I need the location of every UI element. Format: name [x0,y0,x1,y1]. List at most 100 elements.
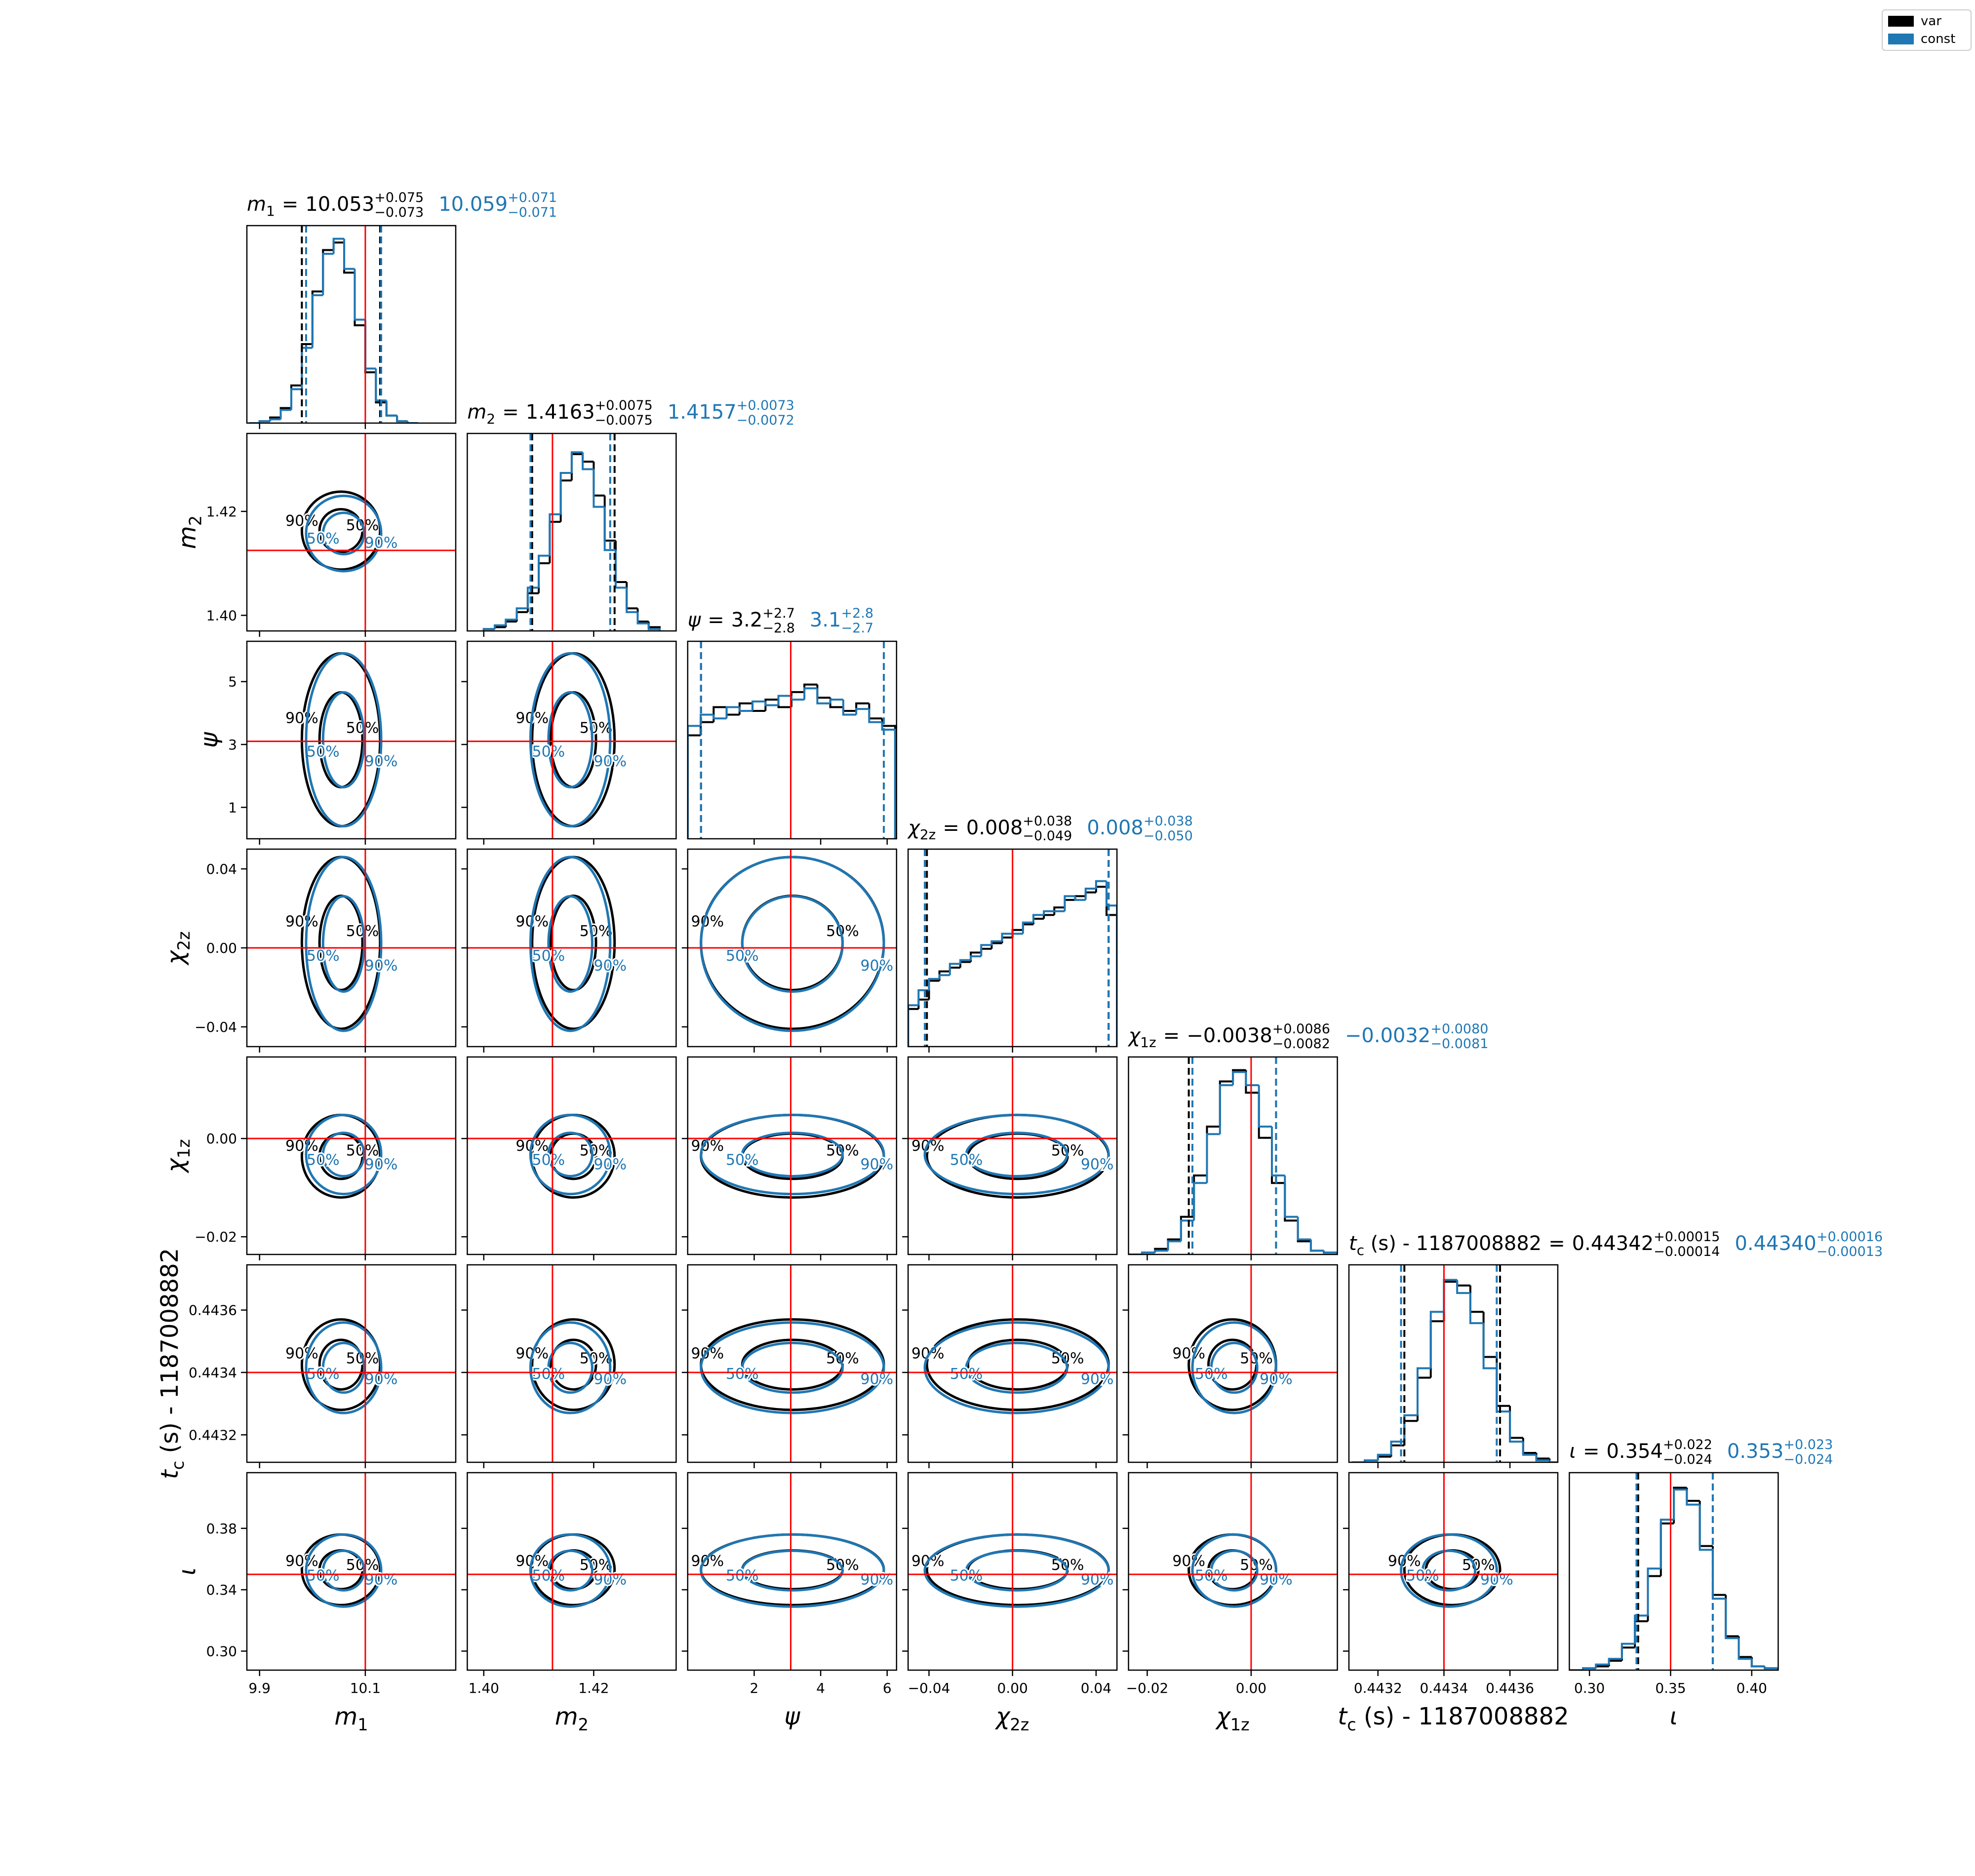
label-symbol: ψ [784,1703,800,1730]
contour [547,1132,593,1177]
histogram-step [1608,1658,1622,1665]
histogram-step [1634,1614,1648,1644]
y-tick-label: 0.30 [206,1643,237,1659]
contour-label: 50% [950,1151,983,1169]
label-subscript: 1 [357,1715,368,1734]
contour [321,1341,366,1394]
contour-panel: 50%90%50%90% [687,1265,897,1462]
contour-label: 90% [860,957,893,975]
contour-label: 50% [307,743,340,760]
y-tick-label: 0.34 [206,1582,237,1598]
contour-label: 90% [691,1553,724,1570]
histogram-step [538,554,550,588]
histogram-step [592,469,605,508]
contour-label: 50% [1240,1350,1273,1368]
label-subscript: 1z [1140,1034,1156,1051]
label-symbol: t [156,1469,184,1479]
contour-label: 90% [593,957,627,975]
title-median: 0.353 [1727,1440,1784,1463]
histogram-step [687,734,701,839]
contour [531,1318,616,1411]
title-equals: = [943,817,959,839]
histogram-step [1377,1453,1391,1461]
contour-label: 50% [532,743,565,760]
title-equals: = [282,193,299,216]
panel-frame [687,640,898,840]
label-text: (s) - 1187008882 [156,1248,184,1461]
histogram-step [354,269,365,321]
contour-label: 50% [532,947,565,965]
x-axis-label: χ 1z [1215,1703,1249,1734]
histogram-step [258,420,271,423]
panel-frame [1348,1472,1559,1671]
title-median: 1.4157 [668,401,737,424]
contour [321,1132,366,1177]
x-tick-label: 0.00 [1236,1680,1266,1696]
histogram-step [1271,1126,1285,1176]
histogram-step [1219,1084,1233,1134]
histogram-panel [1129,1057,1338,1254]
title-upper-error: +0.071 [508,190,557,205]
x-tick-label: 0.4432 [1354,1680,1402,1696]
contour [529,1533,612,1608]
contour [549,1338,597,1391]
y-tick-label: 1.40 [206,607,237,624]
histogram-step [1154,1250,1168,1253]
contour [741,1132,844,1177]
label-symbol: χ [1215,1703,1231,1730]
histogram-step [868,709,882,723]
title-upper-error: +0.022 [1663,1437,1712,1452]
histogram-step [803,687,818,700]
label-symbol: t [1338,1703,1348,1730]
title-upper-error: +0.023 [1783,1437,1833,1452]
contour [305,1533,383,1608]
contour-panel: 50%90%50%90% [247,641,456,839]
y-axis-label: ι [174,1567,201,1575]
title-upper-error: +0.0080 [1430,1021,1488,1037]
title-equals: = [1163,1024,1180,1047]
histogram-step [1167,1240,1181,1251]
histogram-step [396,415,408,423]
panel-frame [246,1056,457,1255]
contour-panel: 50%90%50%90% [467,849,676,1047]
histogram-step [1738,1638,1752,1660]
title-lower-error: −0.00013 [1817,1244,1883,1259]
histogram-panel [482,433,661,631]
histogram-step [1725,1599,1739,1640]
histogram-step [1284,1175,1298,1218]
histogram-step [636,612,649,625]
histogram-step [570,451,583,473]
histogram-step [1535,1454,1550,1462]
x-tick-label: 0.40 [1737,1680,1767,1696]
title-median: 3.2 [731,609,763,631]
contour-panel: 50%90%50%90% [687,1473,897,1670]
label-symbol: m [247,193,266,216]
y-tick-label: −0.04 [195,1019,237,1035]
title-median: 0.008 [966,817,1023,839]
histogram-step [311,294,323,348]
label-subscript: 2 [578,1715,589,1734]
contour [305,1113,383,1196]
title-equals: = [1583,1440,1600,1463]
histogram-step [938,974,950,979]
contour [305,1321,383,1414]
contour-label: 50% [950,1366,983,1383]
contour-label: 50% [1195,1366,1228,1383]
title-lower-error: −0.073 [374,205,424,220]
title-lower-error: −2.7 [841,621,874,636]
contour-panel: 50%90%50%90% [908,1057,1117,1254]
x-tick-label: −0.04 [908,1680,950,1696]
legend-swatch [1888,16,1914,27]
title-median: 0.008 [1087,817,1144,839]
contour-label: 50% [307,947,340,965]
contour [318,1338,364,1391]
contour-label: 90% [365,1370,398,1388]
contour-panel: 50%90%50%90% [467,641,676,839]
contour [529,1321,612,1414]
title-median: −0.0038 [1186,1024,1272,1047]
panel-frame [467,432,677,632]
histogram-step [1456,1280,1470,1294]
contour [1191,1321,1277,1414]
contour [923,1113,1110,1196]
